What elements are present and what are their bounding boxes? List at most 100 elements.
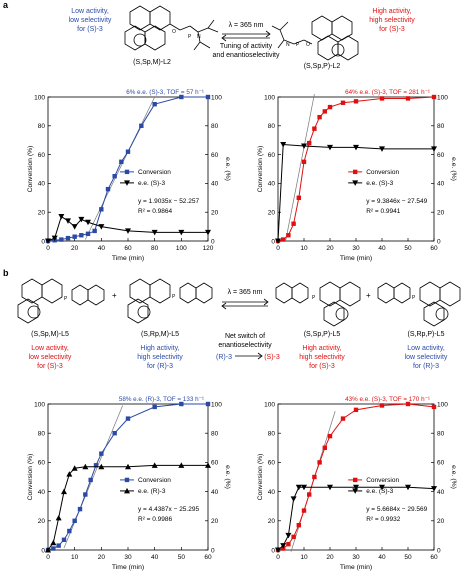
a-right-atom-o: O <box>306 42 310 48</box>
x-tick-label: 40 <box>378 245 386 252</box>
legend-label: e.e. (S)-3 <box>366 488 393 495</box>
legend-marker <box>352 180 359 186</box>
b-center-note-2: enantioselectivity <box>218 342 272 349</box>
data-point-triangle-down <box>98 224 105 230</box>
data-point-triangle-down <box>327 144 333 151</box>
data-point-square <box>317 460 322 465</box>
y-tick-label: 80 <box>38 123 46 130</box>
data-point-square <box>296 522 301 528</box>
legend-label: e.e. (R)-3 <box>138 488 166 495</box>
data-point-square <box>67 528 72 534</box>
series-line-1 <box>47 215 208 242</box>
data-point-triangle-up <box>71 465 78 471</box>
data-point-triangle-down <box>51 235 58 242</box>
b-plus-2: + <box>366 291 371 300</box>
a-right-compound: (S,Sp,P)-L2 <box>304 63 341 70</box>
data-point-square <box>65 235 71 241</box>
data-point-square <box>85 231 91 236</box>
y2-tick-label: 60 <box>437 460 445 467</box>
data-point-square <box>340 100 346 105</box>
x-axis-label: Time (min) <box>112 255 144 262</box>
y-tick-label: 60 <box>268 152 276 159</box>
data-point-triangle-down <box>275 547 281 553</box>
legend-label: Conversion <box>138 169 171 176</box>
x-tick-label: 120 <box>203 245 214 252</box>
data-point-triangle-up <box>66 471 73 477</box>
legend-marker <box>124 180 130 186</box>
x-tick-label: 50 <box>178 554 186 561</box>
legend-label: Conversion <box>138 477 171 484</box>
data-point-triangle-down <box>178 229 185 236</box>
data-point-square <box>72 518 77 523</box>
data-point-triangle-down <box>353 484 359 491</box>
b-m3-atom-p: P <box>312 295 316 301</box>
chart-a-right: 64% e.e. (S)-3, TOF = 281 h⁻¹ 0 10 20 30 40 50… <box>257 89 457 262</box>
data-point-triangle-down <box>58 214 65 220</box>
b-arrow-wavelength: λ = 365 nm <box>228 289 263 296</box>
x-tick-label: 20 <box>98 554 106 561</box>
y2-tick-label: 80 <box>211 431 219 438</box>
data-point-triangle-up <box>98 463 105 470</box>
data-point-square <box>301 159 307 164</box>
b-center-to: (S)-3 <box>264 354 280 361</box>
y2-axis-label: e.e. (%) <box>224 157 231 181</box>
b-molecule-4 <box>377 281 461 327</box>
y-tick-label: 80 <box>38 431 46 438</box>
b-c1-desc-3: for (S)-3 <box>37 363 63 370</box>
data-point-triangle-up <box>205 462 211 468</box>
a-right-atom-n: N <box>286 42 290 48</box>
data-point-triangle-down <box>275 238 281 244</box>
data-point-square <box>405 96 411 101</box>
data-point-square <box>307 492 312 497</box>
a-right-desc-2: high selectivity <box>369 17 415 24</box>
data-point-triangle-down <box>379 484 385 491</box>
y2-tick-label: 100 <box>211 94 222 101</box>
data-point-triangle-down <box>205 229 211 236</box>
x-tick-label: 80 <box>151 245 159 252</box>
data-point-triangle-down <box>295 484 302 491</box>
y-tick-label: 20 <box>268 518 276 525</box>
x-tick-label: 40 <box>98 245 106 252</box>
b-molecule-2 <box>127 278 213 324</box>
y-tick-label: 100 <box>34 401 45 408</box>
b-m2-atom-p: P <box>172 294 176 300</box>
x-tick-label: 0 <box>46 554 50 561</box>
y-tick-label: 40 <box>38 489 46 496</box>
y2-tick-label: 100 <box>437 401 448 408</box>
y-tick-label: 0 <box>41 238 45 245</box>
y2-axis-label: e.e. (%) <box>450 157 457 181</box>
data-point-triangle-down <box>151 229 158 236</box>
b-m4-atom-p: P <box>412 295 416 301</box>
y2-axis-label: e.e. (%) <box>450 465 457 489</box>
a-equilibrium-arrows <box>221 30 271 42</box>
y2-tick-label: 80 <box>211 123 219 130</box>
data-point-square <box>112 431 117 436</box>
data-point-triangle-down <box>85 219 91 226</box>
data-point-square <box>317 114 322 120</box>
data-point-square <box>99 451 104 456</box>
a-left-desc-2: low selectivity <box>69 17 112 24</box>
y-tick-label: 20 <box>268 210 276 217</box>
y2-tick-label: 80 <box>437 123 445 130</box>
data-point-square <box>322 445 327 450</box>
data-point-triangle-down <box>431 486 437 492</box>
x-tick-label: 0 <box>46 245 50 252</box>
y-tick-label: 20 <box>38 210 46 217</box>
legend-marker <box>124 477 130 483</box>
y2-tick-label: 20 <box>211 518 219 525</box>
data-point-triangle-down <box>405 484 411 491</box>
data-point-square <box>88 477 93 483</box>
legend-label: e.e. (S)-3 <box>138 180 165 187</box>
series-line-0 <box>47 96 208 242</box>
data-point-square <box>431 404 437 410</box>
x-tick-label: 60 <box>430 245 438 252</box>
x-axis-label: Time (min) <box>340 564 372 571</box>
panel-a-scheme: a Low activity, low selectivity for (S)-… <box>3 0 415 70</box>
b-center-note-1: Net switch of <box>225 333 265 340</box>
y2-tick-label: 0 <box>437 238 441 245</box>
chart-header: 43% e.e. (S)-3, TOF = 170 h⁻¹ <box>345 396 430 403</box>
y-tick-label: 100 <box>264 94 275 101</box>
data-point-triangle-up <box>55 514 62 521</box>
b-c3-name: (S,Sp,P)-L5 <box>304 331 341 338</box>
